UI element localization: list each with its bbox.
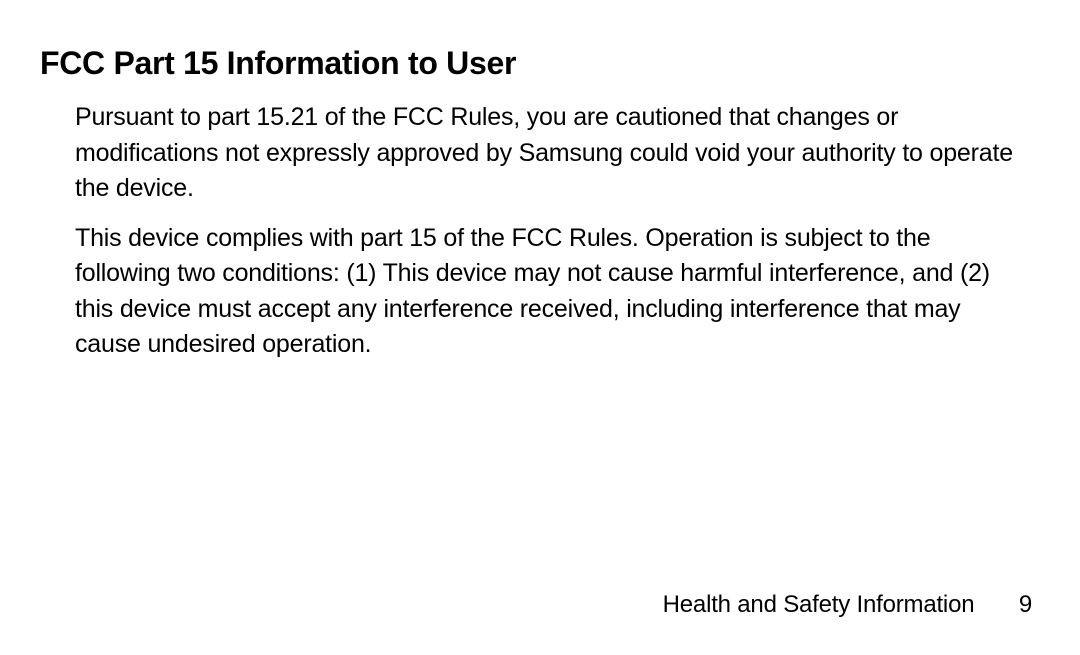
body-paragraph: This device complies with part 15 of the…	[75, 221, 1020, 363]
body-paragraph: Pursuant to part 15.21 of the FCC Rules,…	[75, 100, 1020, 207]
page-footer: Health and Safety Information 9	[663, 591, 1032, 619]
footer-section-label: Health and Safety Information	[663, 591, 975, 618]
document-page: FCC Part 15 Information to User Pursuant…	[0, 0, 1080, 655]
footer-page-number: 9	[1019, 591, 1032, 618]
section-heading: FCC Part 15 Information to User	[40, 44, 1020, 82]
